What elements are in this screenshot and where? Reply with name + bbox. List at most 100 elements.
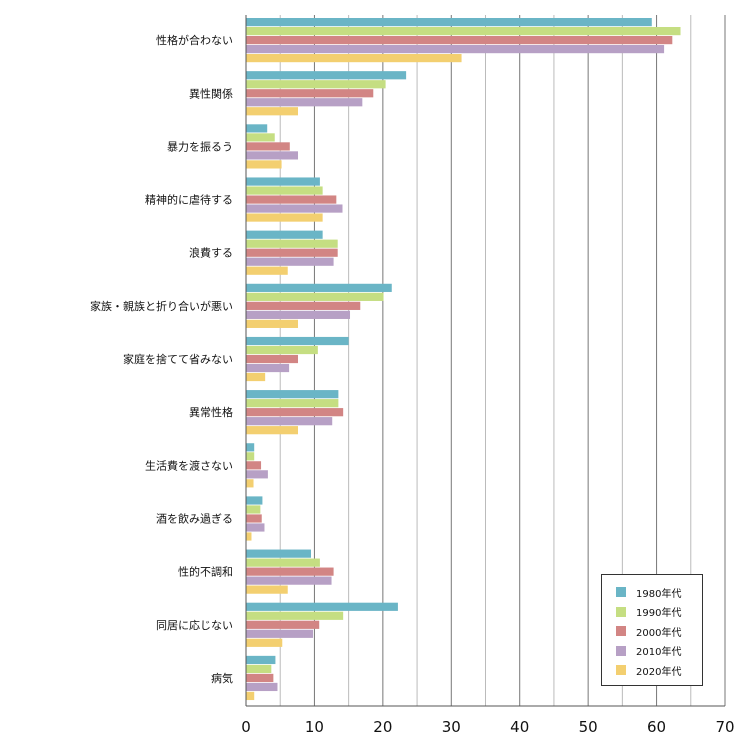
category-label: 異常性格 [189,405,233,419]
category-label: 同居に応じない [156,618,233,632]
category-label: 異性関係 [189,86,233,100]
bar [246,629,314,638]
category-labels: 性格が合わない異性関係暴力を振るう精神的に虐待する浪費する家族・親族と折り合いが… [90,33,233,685]
bar [246,54,462,63]
legend-label: 2010年代 [636,647,682,658]
bar [246,18,652,27]
bar [246,426,299,435]
bar [246,151,299,160]
legend-swatch [616,626,626,636]
bar [246,160,282,169]
bar [246,372,266,382]
bar [246,89,374,98]
bar [246,620,320,629]
bar [246,691,255,701]
x-tick-label: 40 [510,718,529,736]
category-label: 生活費を渡さない [145,458,233,472]
bar [246,230,323,239]
bar [246,479,254,488]
bar [246,177,320,186]
bar [246,195,337,204]
category-label: 家庭を捨てて省みない [123,352,233,366]
bar [246,585,288,594]
category-label: 酒を飲み過ぎる [156,511,233,525]
bar [246,248,338,257]
bar [246,319,299,328]
legend-item: 2020年代 [616,663,682,678]
bar [246,602,398,611]
bar [246,301,361,310]
bar [246,363,290,373]
bar [246,98,363,107]
bar [246,549,312,558]
legend-label: 1990年代 [636,608,682,619]
legend-swatch [616,665,626,675]
bar [246,186,323,195]
category-label: 暴力を振るう [167,139,233,153]
bar [246,239,338,248]
bar [246,133,275,142]
x-tick-label: 0 [241,718,251,736]
category-label: 病気 [211,671,233,685]
bar [246,204,343,213]
bar [246,257,334,266]
legend-item: 1980年代 [616,585,682,600]
bar [246,505,261,514]
bar [246,80,386,89]
legend-swatch [616,587,626,597]
bar [246,266,288,275]
x-tick-label: 50 [579,718,598,736]
bar [246,638,283,647]
bar [246,283,392,292]
bar [246,558,320,567]
bar [246,399,339,408]
legend-item: 1990年代 [616,605,681,619]
legend-swatch [616,606,626,617]
x-tick-label: 70 [715,718,734,736]
bar [246,292,384,301]
bar [246,532,252,541]
category-label: 性格が合わない [156,33,233,47]
category-label: 浪費する [189,246,233,260]
bars [246,18,681,701]
x-tick-label: 30 [442,718,461,736]
category-label: 性的不調和 [178,565,233,579]
bar [246,71,407,80]
bar [246,107,299,116]
bar [246,36,673,45]
bar [246,470,268,479]
bar [246,567,334,576]
bar [246,576,332,585]
legend-label: 1980年代 [636,588,682,600]
category-label: 精神的に虐待する [145,193,233,207]
bar [246,45,665,54]
bar [246,310,351,319]
legend-label: 2000年代 [636,627,682,639]
bar [246,336,349,346]
bar [246,682,278,692]
bar [246,345,318,355]
x-tick-label: 60 [647,718,666,736]
x-tick-label: 20 [373,718,392,736]
legend-swatch [616,645,626,656]
bar [246,213,323,222]
bar [246,655,276,665]
bar [246,408,344,417]
category-label: 家族・親族と折り合いが悪い [90,299,233,313]
legend-item: 2000年代 [616,624,682,639]
bar [246,673,274,683]
bar [246,124,268,133]
x-axis-tick-labels: 0 10 20 30 40 50 60 70 [241,718,734,736]
bar [246,461,262,470]
bar [246,496,263,505]
bar [246,142,290,151]
bar [246,417,333,426]
bar [246,664,272,674]
bar [246,390,339,399]
legend-label: 2020年代 [636,666,682,678]
legend-item: 2010年代 [616,644,681,658]
bar [246,452,255,461]
x-tick-label: 10 [305,718,324,736]
bar [246,354,299,364]
